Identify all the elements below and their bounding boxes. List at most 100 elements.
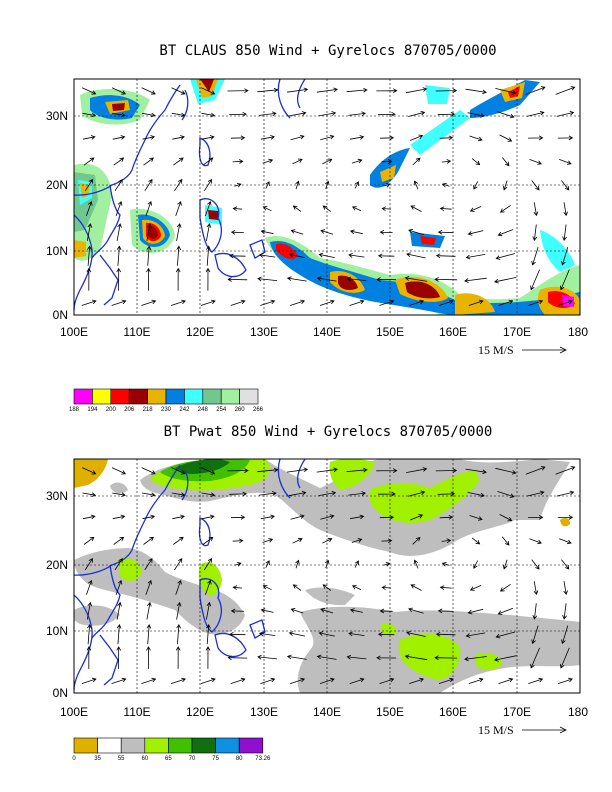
claus-wind-arrow [528, 135, 544, 141]
claus-wind-arrow [498, 299, 514, 306]
claus-wind-arrow [142, 135, 156, 140]
claus-wind-arrow [318, 252, 335, 258]
claus-wind-arrow [525, 86, 546, 95]
pwat-wind-arrow [232, 585, 243, 590]
pwat-wind-arrow [562, 603, 567, 620]
claus-wind-arrow [376, 277, 397, 282]
pwat-wind-arrow [413, 559, 419, 569]
pwat-wind-arrow [146, 601, 152, 620]
pwat-colorbar-label: 73.26 [255, 756, 271, 762]
pwat-wind-arrow [528, 677, 544, 684]
claus-wind-arrow [175, 200, 182, 217]
claus-wind-arrow [499, 134, 513, 142]
claus-colorbar-label: 266 [253, 407, 264, 413]
claus-wind-arrow [529, 159, 542, 165]
claus-wind-arrow [258, 253, 276, 258]
claus-colorbar-label: 260 [235, 407, 246, 413]
pwat-wind-arrow [286, 654, 307, 660]
pwat-wind-arrow [141, 677, 157, 684]
claus-wind-arrow [531, 180, 540, 191]
claus-wind-arrow [260, 135, 275, 140]
pwat-wind-arrow [176, 601, 182, 620]
pwat-wind-arrow [526, 490, 545, 497]
claus-wind-arrow [349, 229, 363, 235]
pwat-wind-arrow [499, 514, 513, 522]
claus-wind-arrow [202, 157, 214, 166]
pwat-wind-arrow [502, 559, 508, 570]
claus-wind-arrow [346, 87, 368, 93]
pwat-wind-arrow [348, 491, 366, 496]
claus-wind-arrow [176, 223, 182, 241]
pwat-wind-arrow [86, 601, 93, 620]
claus-wind-arrow [290, 229, 304, 235]
pwat-wind-arrow [258, 491, 277, 496]
claus-wind-arrow [206, 223, 212, 241]
claus-map-area [73, 78, 581, 316]
claus-wind-arrow [555, 86, 576, 95]
pwat-wind-arrow [318, 631, 335, 637]
claus-wind-arrow [172, 135, 185, 140]
pwat-wind-arrow [378, 491, 396, 497]
claus-wind-arrow [81, 299, 97, 306]
pwat-wind-arrow [406, 630, 426, 637]
pwat-wind-arrow [412, 536, 421, 545]
pwat-colorbar-label: 35 [94, 756, 101, 762]
claus-colorbar-swatch [110, 388, 130, 405]
claus-wind-arrow [143, 157, 154, 166]
claus-wind-arrow [295, 180, 300, 190]
claus-x-axis: 100E 110E 120E 130E 140E 150E 160E 170E … [60, 325, 588, 339]
panel-pwat-title: BT Pwat 850 Wind + Gyrelocs 870705/0000 [164, 424, 493, 440]
pwat-x-axis: 100E 110E 120E 130E 140E 150E 160E 170E … [60, 705, 588, 719]
claus-scale-vector: 15 M/S [478, 343, 567, 357]
pwat-wind-arrow [288, 631, 306, 637]
pwat-wind-arrow [498, 677, 514, 684]
pwat-wind-arrow [201, 492, 216, 497]
pwat-x-tick: 100E [60, 705, 88, 719]
claus-wind-arrow [111, 299, 127, 306]
claus-wind-arrow [200, 299, 216, 306]
claus-wind-arrow [84, 178, 93, 192]
claus-wind-arrow [409, 299, 425, 306]
claus-colorbar: 188 194 200 206 218 230 242 248 254 260 266 [69, 388, 264, 413]
claus-wind-vectors [81, 86, 576, 306]
claus-wind-arrow [533, 202, 539, 217]
pwat-wind-arrow [141, 467, 156, 475]
pwat-y-tick: 30N [46, 489, 68, 503]
pwat-colorbar-label: 55 [118, 756, 125, 762]
pwat-x-tick: 180 [568, 705, 588, 719]
pwat-moisture-fields [74, 459, 580, 693]
pwat-wind-arrow [115, 579, 123, 595]
claus-wind-arrow [227, 88, 249, 94]
claus-colorbar-label: 200 [106, 407, 117, 413]
pwat-wind-arrow [257, 467, 279, 473]
pwat-wind-arrow [346, 467, 368, 473]
claus-wind-arrow [473, 181, 479, 190]
claus-wind-arrow [171, 112, 186, 118]
claus-wind-arrow [205, 200, 212, 217]
pwat-wind-arrow [556, 490, 575, 497]
claus-wind-arrow [354, 181, 360, 189]
claus-wind-arrow [497, 111, 515, 119]
pwat-x-tick: 120E [186, 705, 214, 719]
claus-wind-arrow [502, 180, 508, 191]
pwat-x-tick: 170E [503, 705, 531, 719]
pwat-wind-arrow [203, 558, 213, 571]
claus-wind-arrow [404, 276, 428, 282]
pwat-wind-arrow [495, 467, 517, 475]
claus-wind-arrow [379, 299, 395, 306]
pwat-wind-arrow [260, 608, 274, 613]
pwat-wind-arrow [349, 608, 363, 613]
claus-wind-arrow [201, 112, 216, 118]
pwat-wind-arrow [230, 677, 246, 684]
claus-y-axis: 0N 10N 20N 30N [46, 109, 68, 322]
pwat-colorbar-swatch [215, 737, 240, 754]
claus-wind-arrow [232, 206, 243, 212]
claus-wind-arrow [234, 183, 242, 188]
pwat-wind-arrow [563, 581, 568, 595]
pwat-wind-arrow [555, 466, 576, 475]
claus-colorbar-label: 248 [198, 407, 209, 413]
claus-wind-arrow [201, 87, 216, 95]
claus-x-tick: 120E [186, 325, 214, 339]
claus-wind-arrow [376, 88, 398, 94]
claus-wind-arrow [141, 299, 157, 306]
